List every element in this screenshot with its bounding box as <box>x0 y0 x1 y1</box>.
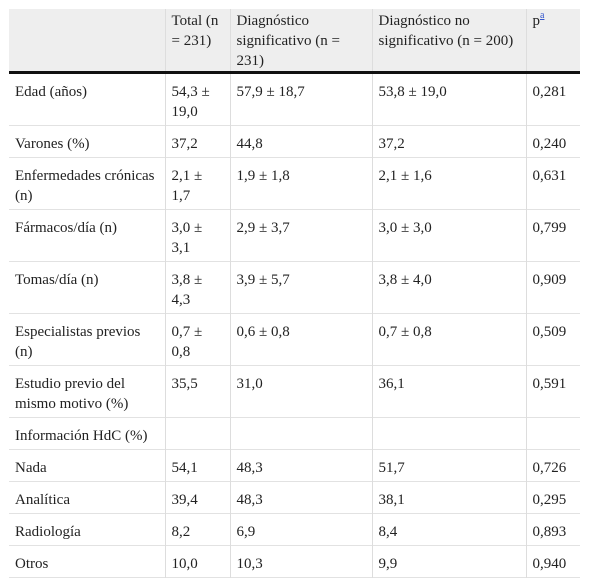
cell-not-significant: 37,2 <box>372 125 527 158</box>
cell-not-significant <box>372 417 527 450</box>
cell-significant: 57,9 ± 18,7 <box>230 72 373 126</box>
cell-total <box>165 417 231 450</box>
cell-total: 54,3 ± 19,0 <box>165 72 231 126</box>
cell-significant: 10,3 <box>230 545 373 578</box>
row-label: Tomas/día (n) <box>9 261 166 314</box>
row-label: Varones (%) <box>9 125 166 158</box>
row-label: Información HdC (%) <box>9 417 166 450</box>
cell-total: 3,0 ± 3,1 <box>165 209 231 262</box>
cell-significant: 3,9 ± 5,7 <box>230 261 373 314</box>
cell-not-significant: 36,1 <box>372 365 527 418</box>
cell-significant: 44,8 <box>230 125 373 158</box>
cell-p: 0,631 <box>532 168 567 184</box>
table-body: Edad (años) 54,3 ± 19,0 57,9 ± 18,7 53,8… <box>9 72 580 578</box>
cell-not-significant: 51,7 <box>372 449 527 482</box>
row-label: Otros <box>9 545 166 578</box>
cell-not-significant: 53,8 ± 19,0 <box>372 72 527 126</box>
header-cell-total: Total (n = 231) <box>165 9 231 73</box>
cell-total: 37,2 <box>165 125 231 158</box>
cell-significant <box>230 417 373 450</box>
table-row: Fármacos/día (n) 3,0 ± 3,1 2,9 ± 3,7 3,0… <box>9 209 580 262</box>
footnote-link[interactable]: a <box>540 10 545 21</box>
cell-not-significant: 9,9 <box>372 545 527 578</box>
table-row: Nada 54,1 48,3 51,7 0,726 <box>9 449 580 482</box>
cell-not-significant: 8,4 <box>372 513 527 546</box>
cell-not-significant: 2,1 ± 1,6 <box>372 157 527 210</box>
cell-p: 0,909 <box>532 272 567 288</box>
cell-p: 0,509 <box>532 324 567 340</box>
cell-total: 39,4 <box>165 481 231 514</box>
cell-not-significant: 3,0 ± 3,0 <box>372 209 527 262</box>
header-row: Total (n = 231) Diagnóstico significativ… <box>9 9 580 73</box>
cell-not-significant: 38,1 <box>372 481 527 514</box>
header-cell-p: pa <box>526 9 580 73</box>
data-table: Total (n = 231) Diagnóstico significativ… <box>9 9 580 578</box>
cell-p: 0,799 <box>532 220 567 236</box>
table-row: Información HdC (%) <box>9 417 580 450</box>
row-label: Edad (años) <box>9 72 166 126</box>
cell-p: 0,281 <box>532 84 567 100</box>
table-row: Especialistas previos (n) 0,7 ± 0,8 0,6 … <box>9 313 580 366</box>
cell-significant: 48,3 <box>230 481 373 514</box>
cell-p <box>526 418 580 450</box>
cell-total: 54,1 <box>165 449 231 482</box>
cell-significant: 1,9 ± 1,8 <box>230 157 373 210</box>
cell-total: 2,1 ± 1,7 <box>165 157 231 210</box>
cell-total: 8,2 <box>165 513 231 546</box>
cell-significant: 6,9 <box>230 513 373 546</box>
table-row: Edad (años) 54,3 ± 19,0 57,9 ± 18,7 53,8… <box>9 72 580 126</box>
row-label: Radiología <box>9 513 166 546</box>
row-label: Enfermedades crónicas (n) <box>9 157 166 210</box>
table-row: Estudio previo del mismo motivo (%) 35,5… <box>9 365 580 418</box>
cell-not-significant: 0,7 ± 0,8 <box>372 313 527 366</box>
cell-p: 0,591 <box>532 376 567 392</box>
cell-p: 0,295 <box>532 492 567 508</box>
cell-total: 10,0 <box>165 545 231 578</box>
table-header: Total (n = 231) Diagnóstico significativ… <box>9 9 580 73</box>
row-label: Fármacos/día (n) <box>9 209 166 262</box>
row-label: Estudio previo del mismo motivo (%) <box>9 365 166 418</box>
cell-p: 0,240 <box>532 136 567 152</box>
table-row: Enfermedades crónicas (n) 2,1 ± 1,7 1,9 … <box>9 157 580 210</box>
table-row: Tomas/día (n) 3,8 ± 4,3 3,9 ± 5,7 3,8 ± … <box>9 261 580 314</box>
cell-p: 0,726 <box>532 460 567 476</box>
cell-total: 3,8 ± 4,3 <box>165 261 231 314</box>
cell-not-significant: 3,8 ± 4,0 <box>372 261 527 314</box>
cell-significant: 31,0 <box>230 365 373 418</box>
row-label: Nada <box>9 449 166 482</box>
cell-significant: 0,6 ± 0,8 <box>230 313 373 366</box>
row-label: Analítica <box>9 481 166 514</box>
cell-significant: 2,9 ± 3,7 <box>230 209 373 262</box>
p-label: p <box>532 13 541 29</box>
row-label: Especialistas previos (n) <box>9 313 166 366</box>
table-row: Analítica 39,4 48,3 38,1 0,295 <box>9 481 580 514</box>
header-cell-not-significant: Diagnóstico no significativo (n = 200) <box>372 9 527 73</box>
table-row: Varones (%) 37,2 44,8 37,2 0,240 <box>9 125 580 158</box>
header-cell-significant: Diagnóstico significativo (n = 231) <box>230 9 373 73</box>
table-row: Radiología 8,2 6,9 8,4 0,893 <box>9 513 580 546</box>
cell-total: 35,5 <box>165 365 231 418</box>
cell-p: 0,940 <box>532 556 567 572</box>
cell-p: 0,893 <box>532 524 567 540</box>
table-row: Otros 10,0 10,3 9,9 0,940 <box>9 545 580 578</box>
cell-total: 0,7 ± 0,8 <box>165 313 231 366</box>
header-cell-label <box>9 9 166 73</box>
cell-significant: 48,3 <box>230 449 373 482</box>
